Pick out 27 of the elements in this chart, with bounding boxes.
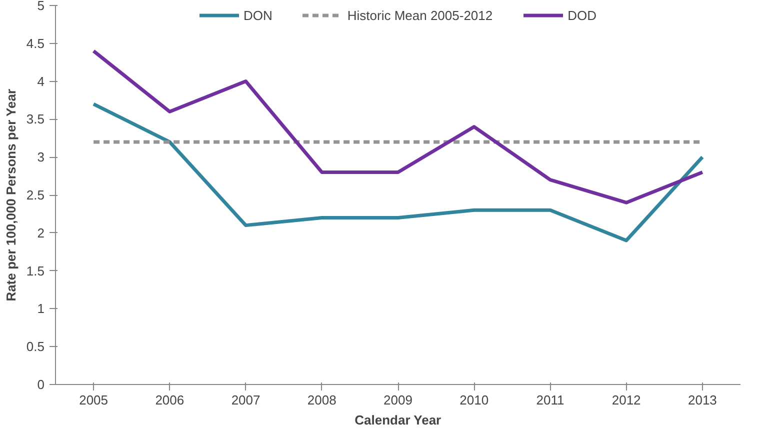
y-tick-label: 2 (37, 225, 45, 240)
legend-label: Historic Mean 2005-2012 (347, 8, 493, 22)
line-series (92, 102, 704, 242)
y-tick-label: 3 (37, 150, 45, 165)
x-tick-label: 2006 (155, 392, 184, 408)
y-tick-label: 5 (37, 0, 45, 13)
x-tick-label: 2005 (79, 392, 108, 408)
line-series (92, 49, 704, 204)
y-tick-label: 3.5 (26, 112, 45, 127)
y-tick-label: 0.5 (26, 339, 45, 354)
x-tick-label: 2013 (688, 392, 717, 408)
y-tick-label: 4 (37, 74, 45, 89)
y-tick-label: 0 (37, 377, 45, 392)
x-axis-title: Calendar Year (354, 412, 442, 428)
x-tick-label: 2009 (384, 392, 412, 408)
legend-label: DON (243, 8, 272, 22)
x-tick-label: 2012 (612, 392, 641, 408)
x-tick-label: 2011 (536, 392, 564, 408)
y-axis-title: Rate per 100,000 Persons per Year (3, 88, 18, 302)
x-tick-label: 2007 (231, 392, 260, 408)
y-tick-label: 1 (37, 301, 45, 316)
y-tick-label: 1.5 (26, 263, 45, 278)
y-tick-label: 4.5 (26, 36, 45, 51)
x-tick-label: 2008 (307, 392, 336, 408)
legend-label: DOD (568, 8, 597, 22)
x-tick-label: 2010 (460, 392, 489, 408)
y-tick-label: 2.5 (26, 188, 45, 202)
